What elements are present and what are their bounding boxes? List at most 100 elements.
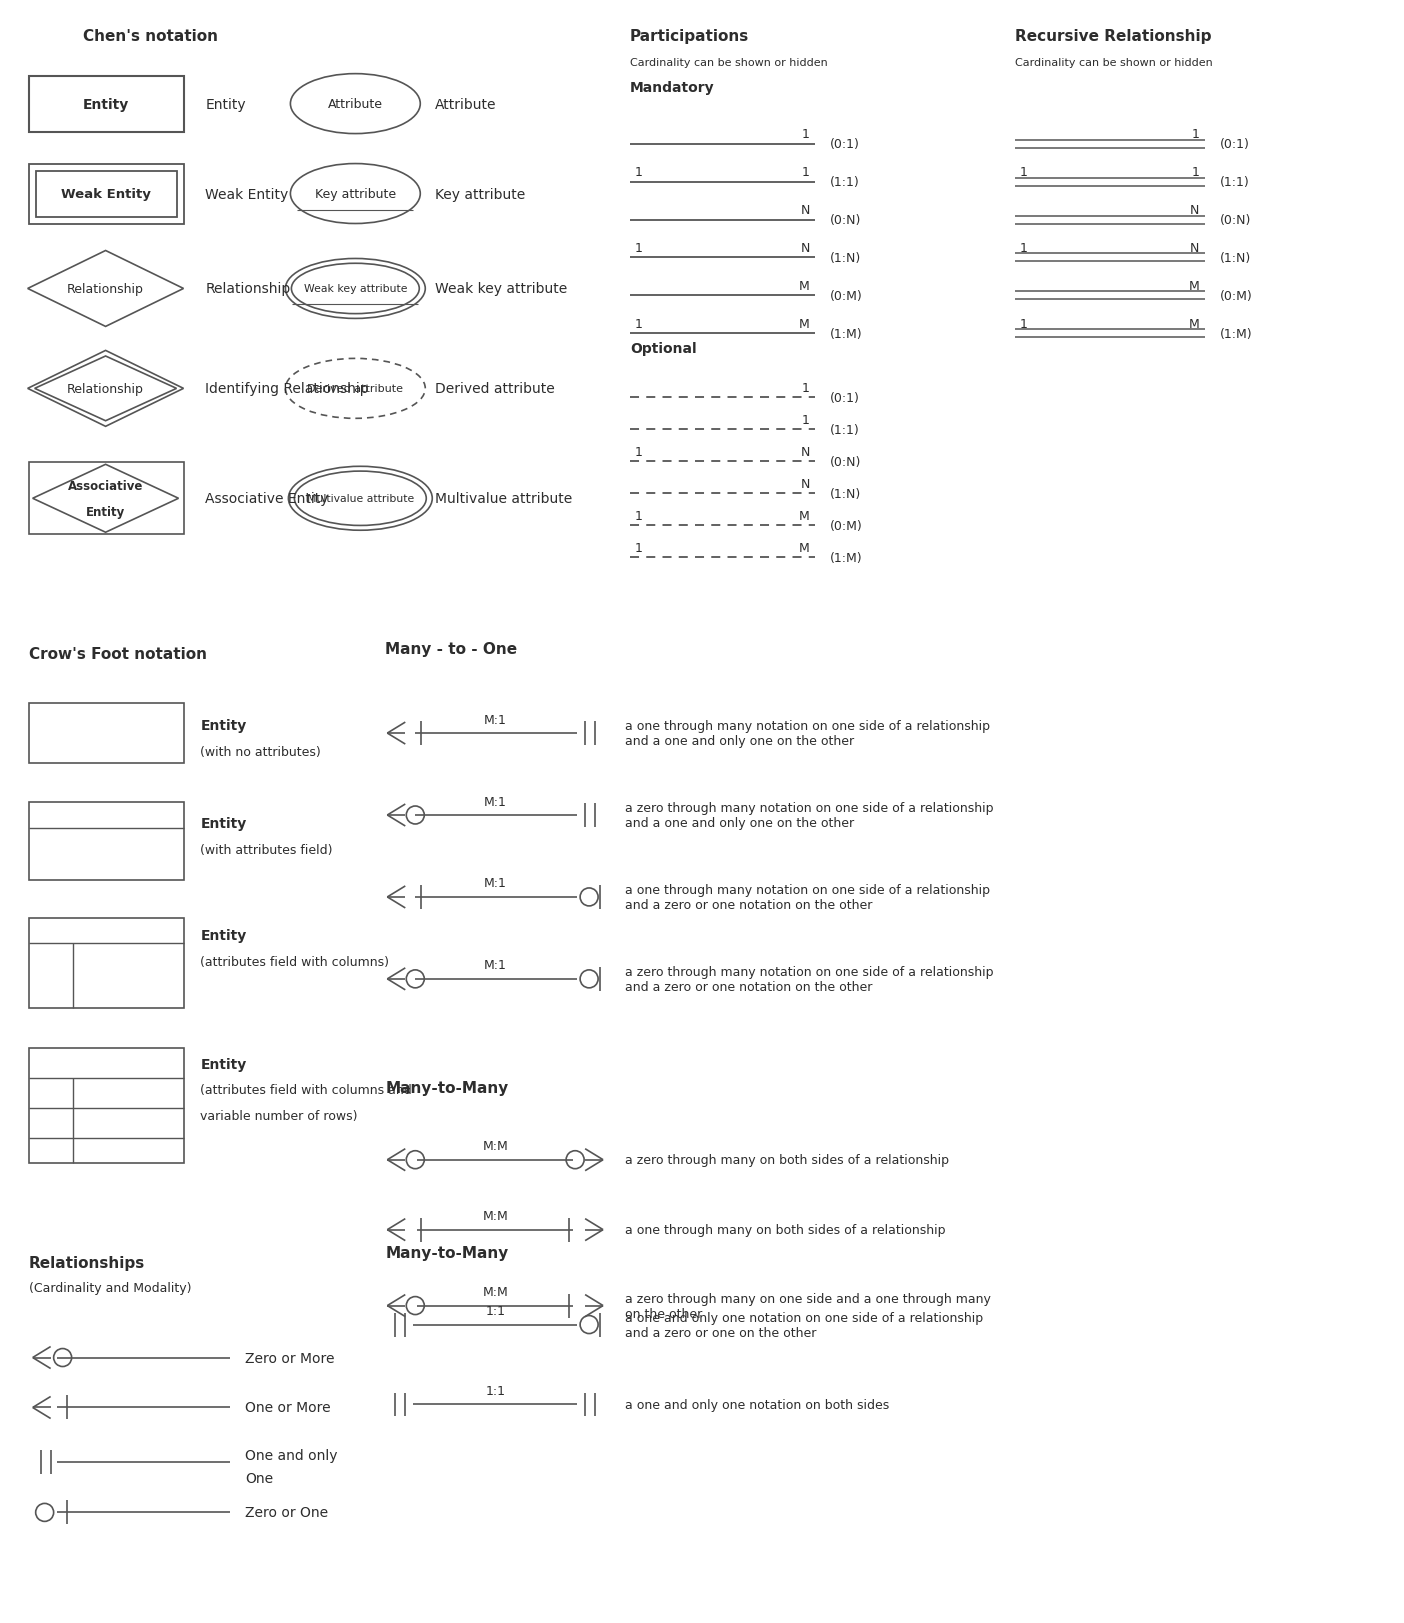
Text: M:M: M:M bbox=[483, 1285, 508, 1298]
Text: Associative Entity: Associative Entity bbox=[205, 492, 329, 506]
Text: a one through many notation on one side of a relationship
and a one and only one: a one through many notation on one side … bbox=[625, 719, 990, 748]
Bar bbox=[28, 1048, 184, 1164]
Bar bbox=[28, 463, 184, 536]
Text: (1:N): (1:N) bbox=[1220, 252, 1251, 265]
Text: N: N bbox=[800, 477, 810, 490]
Text: (1:N): (1:N) bbox=[830, 252, 861, 265]
Text: Derived attribute: Derived attribute bbox=[307, 385, 403, 394]
Text: (0:1): (0:1) bbox=[830, 138, 859, 151]
Text: Optional: Optional bbox=[630, 342, 696, 355]
Polygon shape bbox=[28, 351, 184, 427]
Text: N: N bbox=[800, 242, 810, 255]
Text: a zero through many notation on one side of a relationship
and a one and only on: a zero through many notation on one side… bbox=[625, 802, 994, 829]
Text: 1: 1 bbox=[1192, 128, 1199, 141]
Text: Crow's Foot notation: Crow's Foot notation bbox=[28, 646, 206, 661]
Text: Entity: Entity bbox=[83, 97, 129, 112]
Text: (0:N): (0:N) bbox=[830, 214, 861, 227]
Text: 1: 1 bbox=[802, 128, 810, 141]
Bar bbox=[28, 76, 184, 133]
Text: Weak Entity: Weak Entity bbox=[205, 187, 289, 201]
Text: Many - to - One: Many - to - One bbox=[385, 641, 518, 656]
Text: a one through many notation on one side of a relationship
and a zero or one nota: a one through many notation on one side … bbox=[625, 883, 990, 912]
Polygon shape bbox=[35, 357, 177, 422]
Text: N: N bbox=[1191, 204, 1199, 217]
Ellipse shape bbox=[291, 75, 420, 135]
Text: (1:1): (1:1) bbox=[830, 175, 859, 188]
Text: Derived attribute: Derived attribute bbox=[435, 381, 555, 396]
Text: Associative: Associative bbox=[67, 479, 143, 492]
Bar bbox=[28, 164, 184, 224]
Text: (Cardinality and Modality): (Cardinality and Modality) bbox=[28, 1281, 191, 1294]
Text: M: M bbox=[799, 279, 810, 292]
Text: (1:1): (1:1) bbox=[830, 424, 859, 437]
Text: Relationship: Relationship bbox=[67, 282, 145, 295]
Text: Key attribute: Key attribute bbox=[435, 187, 525, 201]
Text: Cardinality can be shown or hidden: Cardinality can be shown or hidden bbox=[630, 57, 828, 68]
Text: Zero or One: Zero or One bbox=[246, 1506, 329, 1519]
Text: a zero through many notation on one side of a relationship
and a zero or one not: a zero through many notation on one side… bbox=[625, 966, 994, 993]
Text: Entity: Entity bbox=[201, 719, 247, 732]
Text: M: M bbox=[799, 510, 810, 523]
Ellipse shape bbox=[285, 359, 425, 419]
Text: Weak key attribute: Weak key attribute bbox=[435, 282, 567, 297]
Text: M:1: M:1 bbox=[484, 876, 507, 889]
Text: Cardinality can be shown or hidden: Cardinality can be shown or hidden bbox=[1015, 57, 1213, 68]
Bar bbox=[35, 172, 177, 217]
Text: Attribute: Attribute bbox=[435, 97, 497, 112]
Ellipse shape bbox=[295, 472, 427, 526]
Text: N: N bbox=[1191, 242, 1199, 255]
Text: Relationships: Relationships bbox=[28, 1255, 145, 1271]
Text: Attribute: Attribute bbox=[329, 97, 383, 110]
Text: Recursive Relationship: Recursive Relationship bbox=[1015, 29, 1212, 44]
Text: Key attribute: Key attribute bbox=[314, 188, 396, 201]
Ellipse shape bbox=[285, 260, 425, 320]
Text: M:M: M:M bbox=[483, 1209, 508, 1222]
Text: Multivalue attribute: Multivalue attribute bbox=[435, 492, 573, 506]
Text: 1: 1 bbox=[635, 542, 643, 555]
Text: 1: 1 bbox=[635, 166, 643, 179]
Text: Relationship: Relationship bbox=[67, 383, 145, 396]
Text: 1: 1 bbox=[802, 414, 810, 427]
Bar bbox=[28, 919, 184, 1008]
Text: (0:N): (0:N) bbox=[830, 456, 861, 469]
Polygon shape bbox=[28, 252, 184, 328]
Text: 1: 1 bbox=[1019, 242, 1028, 255]
Polygon shape bbox=[32, 466, 178, 532]
Ellipse shape bbox=[292, 265, 420, 315]
Text: (1:1): (1:1) bbox=[1220, 175, 1250, 188]
Text: Multivalue attribute: Multivalue attribute bbox=[306, 493, 414, 505]
Ellipse shape bbox=[288, 467, 432, 531]
Text: a one and only one notation on both sides: a one and only one notation on both side… bbox=[625, 1397, 889, 1410]
Text: 1:1: 1:1 bbox=[486, 1305, 505, 1318]
Text: (1:N): (1:N) bbox=[830, 487, 861, 500]
Text: (with no attributes): (with no attributes) bbox=[201, 745, 322, 758]
Text: Entity: Entity bbox=[205, 97, 246, 112]
Text: (1:M): (1:M) bbox=[830, 552, 862, 565]
Text: (1:M): (1:M) bbox=[1220, 328, 1252, 341]
Text: M: M bbox=[799, 318, 810, 331]
Text: 1: 1 bbox=[635, 510, 643, 523]
Bar bbox=[28, 704, 184, 763]
Text: M:1: M:1 bbox=[484, 795, 507, 808]
Text: M: M bbox=[1189, 318, 1199, 331]
Text: M: M bbox=[1189, 279, 1199, 292]
Text: a one through many on both sides of a relationship: a one through many on both sides of a re… bbox=[625, 1224, 945, 1237]
Text: (attributes field with columns and: (attributes field with columns and bbox=[201, 1084, 413, 1097]
Text: Entity: Entity bbox=[201, 816, 247, 831]
Text: Entity: Entity bbox=[201, 928, 247, 943]
Text: Many-to-Many: Many-to-Many bbox=[385, 1081, 508, 1096]
Text: 1: 1 bbox=[635, 446, 643, 459]
Text: Entity: Entity bbox=[201, 1057, 247, 1071]
Text: Chen's notation: Chen's notation bbox=[83, 29, 218, 44]
Text: (0:M): (0:M) bbox=[830, 291, 862, 304]
Text: Weak key attribute: Weak key attribute bbox=[303, 284, 407, 294]
Text: (with attributes field): (with attributes field) bbox=[201, 844, 333, 857]
Text: M: M bbox=[799, 542, 810, 555]
Text: 1:1: 1:1 bbox=[486, 1384, 505, 1397]
Text: a one and only one notation on one side of a relationship
and a zero or one on t: a one and only one notation on one side … bbox=[625, 1311, 983, 1339]
Text: (1:M): (1:M) bbox=[830, 328, 862, 341]
Text: 1: 1 bbox=[635, 242, 643, 255]
Text: (0:1): (0:1) bbox=[1220, 138, 1250, 151]
Text: 1: 1 bbox=[1019, 318, 1028, 331]
Text: 1: 1 bbox=[635, 318, 643, 331]
